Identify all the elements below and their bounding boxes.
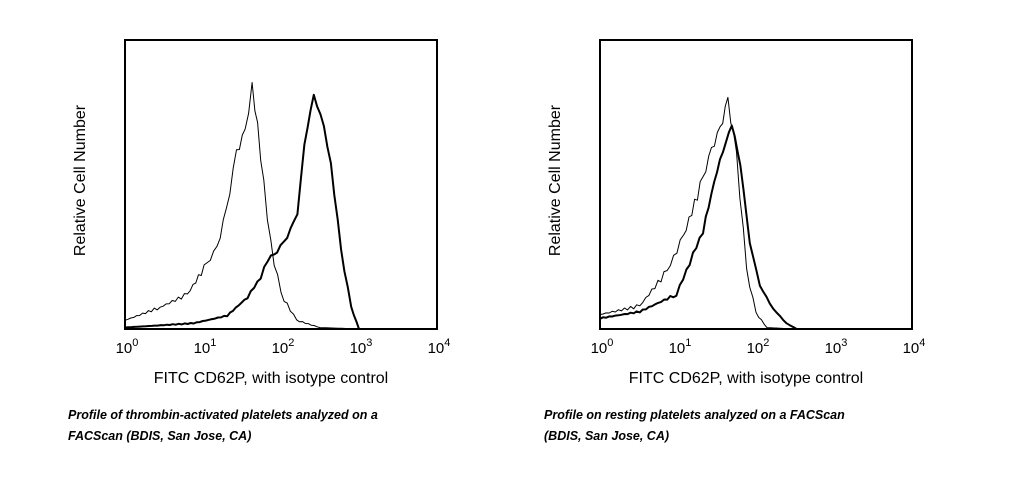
x-axis-label: FITC CD62P, with isotype control: [629, 370, 863, 387]
series-cd62p-line: [599, 124, 912, 330]
x-tick-label: 104: [428, 337, 451, 357]
series-cd62p-line: [124, 93, 437, 330]
x-tick-label: 100: [116, 337, 139, 357]
x-tick-label: 101: [194, 337, 217, 357]
x-tick-label: 103: [350, 337, 373, 357]
x-tick-label: 100: [591, 337, 614, 357]
x-tick-label: 103: [825, 337, 848, 357]
series-isotype-line: [124, 82, 437, 330]
left-caption-line-1: Profile of thrombin-activated platelets …: [68, 408, 378, 422]
plot-frame: [124, 39, 438, 330]
left-histogram: 100 101 102 103 104 FITC CD62P, with isotype …: [72, 39, 451, 387]
left-caption: Profile of thrombin-activated platelets …: [68, 405, 428, 447]
plot-frame: [599, 39, 913, 330]
right-histogram: 100 101 102 103 104 FITC CD62P, with isotype …: [547, 39, 926, 387]
x-tick-label: 101: [669, 337, 692, 357]
x-axis-label: FITC CD62P, with isotype control: [154, 370, 388, 387]
x-tick-label: 104: [903, 337, 926, 357]
right-caption-line-2: (BDIS, San Jose, CA): [544, 429, 670, 443]
series-isotype-line: [599, 96, 912, 330]
right-caption-line-1: Profile on resting platelets analyzed on…: [544, 408, 845, 422]
left-caption-line-2: FACScan (BDIS, San Jose, CA): [68, 429, 252, 443]
x-tick-label: 102: [272, 337, 295, 357]
y-axis-label: Relative Cell Number: [547, 104, 564, 256]
right-caption: Profile on resting platelets analyzed on…: [544, 405, 904, 447]
x-tick-label: 102: [747, 337, 770, 357]
y-axis-label: Relative Cell Number: [72, 104, 89, 256]
